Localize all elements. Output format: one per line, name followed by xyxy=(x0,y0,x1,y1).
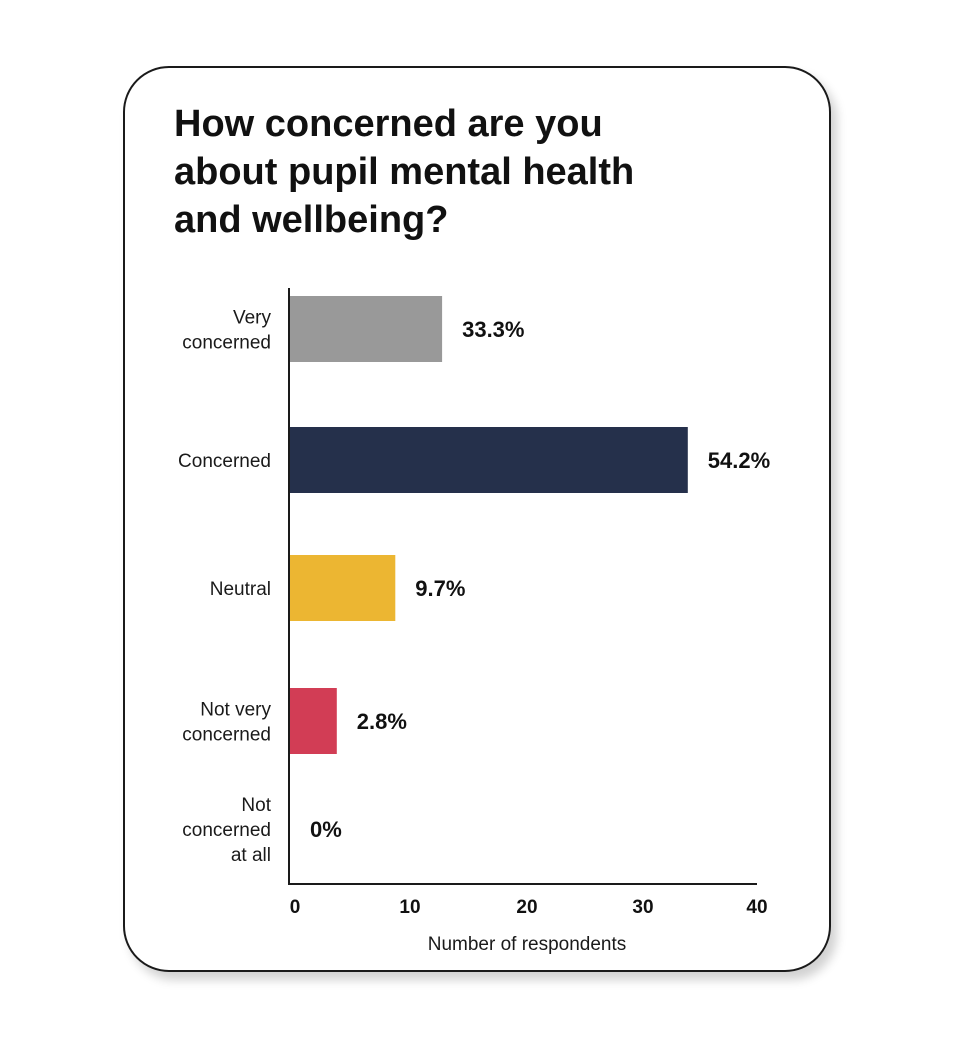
category-label-4: Not concerned at all xyxy=(182,795,271,866)
chart-title: How concerned are you about pupil mental… xyxy=(174,103,635,241)
category-label-3-line-1: concerned xyxy=(182,725,271,746)
x-tick-label-1: 10 xyxy=(399,897,420,918)
category-label-4-line-2: at all xyxy=(231,845,271,866)
data-label-1: 54.2% xyxy=(708,448,770,473)
bar-2 xyxy=(290,555,396,621)
category-label-4-line-0: Not xyxy=(241,795,271,816)
category-label-0: Very concerned xyxy=(182,308,271,354)
data-label-2: 9.7% xyxy=(415,576,465,601)
x-tick-label-0: 0 xyxy=(290,897,301,918)
data-label-0: 33.3% xyxy=(462,317,524,342)
x-tick-label-3: 30 xyxy=(632,897,653,918)
data-label-4: 0% xyxy=(310,817,342,842)
bar-3 xyxy=(290,688,337,754)
category-label-3-line-0: Not very xyxy=(200,700,271,721)
x-axis-title: Number of respondents xyxy=(428,934,627,955)
category-label-2: Neutral xyxy=(210,579,271,600)
data-label-3: 2.8% xyxy=(357,709,407,734)
category-label-0-line-1: concerned xyxy=(182,333,271,354)
category-label-4-line-1: concerned xyxy=(182,820,271,841)
category-label-3: Not very concerned xyxy=(182,700,271,746)
category-label-1: Concerned xyxy=(178,451,271,472)
x-tick-label-4: 40 xyxy=(746,897,767,918)
bar-0 xyxy=(290,296,443,362)
category-label-2-line-0: Neutral xyxy=(210,579,271,600)
category-label-0-line-0: Very xyxy=(233,308,272,329)
x-tick-label-2: 20 xyxy=(516,897,537,918)
chart-card xyxy=(123,66,831,972)
category-label-1-line-0: Concerned xyxy=(178,451,271,472)
bar-1 xyxy=(290,427,688,493)
